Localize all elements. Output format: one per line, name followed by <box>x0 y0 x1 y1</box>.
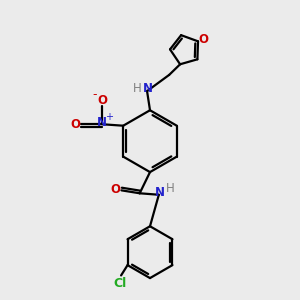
Text: Cl: Cl <box>113 277 126 290</box>
Text: O: O <box>110 183 120 196</box>
Text: N: N <box>142 82 153 95</box>
Text: O: O <box>70 118 80 131</box>
Text: +: + <box>105 112 113 122</box>
Text: -: - <box>92 88 97 101</box>
Text: O: O <box>97 94 107 106</box>
Text: N: N <box>97 116 107 129</box>
Text: H: H <box>166 182 174 195</box>
Text: H: H <box>133 82 142 95</box>
Text: O: O <box>198 33 208 46</box>
Text: N: N <box>155 186 165 199</box>
